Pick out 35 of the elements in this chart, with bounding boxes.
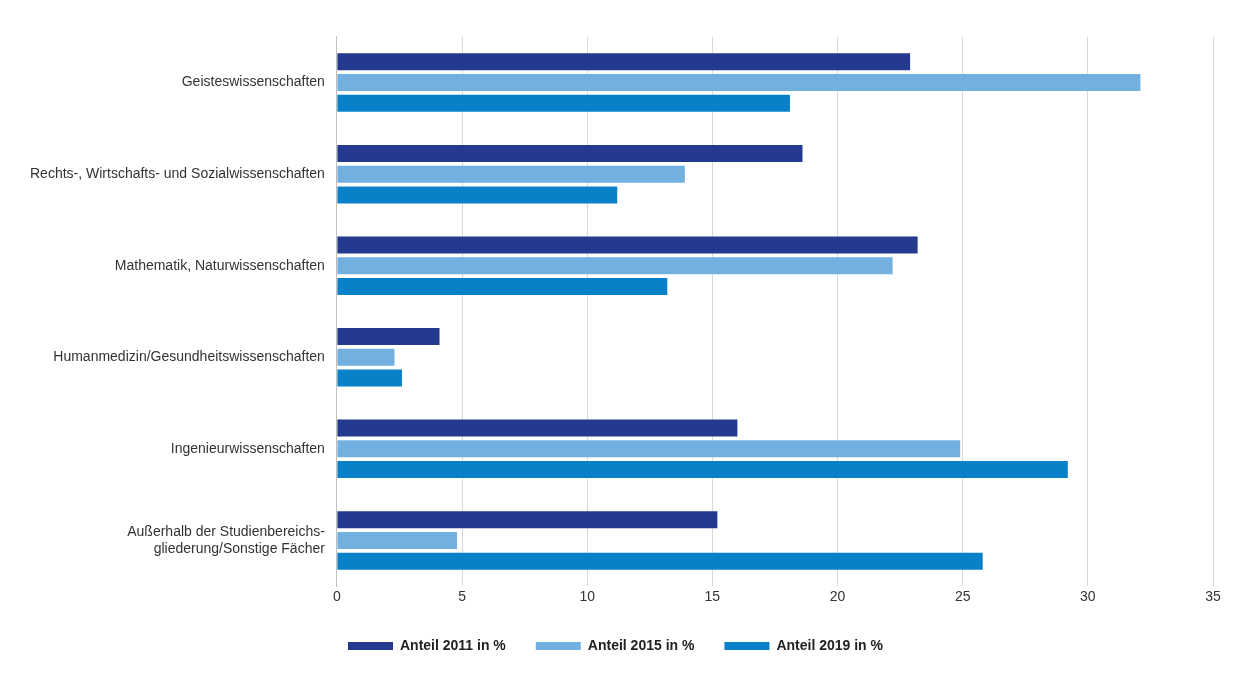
x-tick-label: 5 bbox=[458, 588, 467, 605]
y-tick-label: Außerhalb der Studienbereichs-gliederung/Sonstige Fächer bbox=[127, 522, 326, 556]
x-tick-label: 0 bbox=[332, 588, 341, 605]
legend-label: Anteil 2015 in % bbox=[587, 636, 695, 653]
bar bbox=[337, 369, 402, 387]
y-tick-label: Mathematik, Naturwissenschaften bbox=[114, 256, 325, 273]
x-tick-label: 30 bbox=[1080, 588, 1096, 605]
bar bbox=[337, 165, 685, 183]
y-tick-label: Rechts-, Wirtschafts- und Sozialwissenschaften bbox=[30, 165, 325, 182]
bar bbox=[337, 552, 983, 570]
bar bbox=[337, 440, 961, 458]
y-tick-label: Geisteswissenschaften bbox=[181, 73, 325, 90]
bar bbox=[337, 419, 738, 437]
bar bbox=[337, 53, 911, 71]
bar bbox=[337, 328, 440, 346]
x-tick-label: 35 bbox=[1205, 588, 1221, 605]
bar bbox=[337, 236, 918, 254]
x-tick-label: 15 bbox=[704, 588, 721, 605]
bar bbox=[337, 531, 458, 549]
y-tick-label: Ingenieurwissenschaften bbox=[170, 439, 325, 456]
bar bbox=[337, 74, 1141, 92]
legend-label: Anteil 2019 in % bbox=[776, 636, 884, 653]
legend-label: Anteil 2011 in % bbox=[400, 636, 507, 653]
bar bbox=[337, 511, 718, 529]
bar bbox=[337, 461, 1068, 479]
bar bbox=[337, 144, 803, 162]
bar bbox=[337, 348, 395, 366]
x-tick-label: 10 bbox=[579, 588, 596, 605]
y-tick-label: Humanmedizin/Gesundheitswissenschaften bbox=[53, 348, 325, 365]
x-tick-label: 20 bbox=[829, 588, 846, 605]
bar bbox=[337, 94, 790, 112]
bar bbox=[337, 257, 893, 275]
bar bbox=[337, 277, 668, 295]
bar bbox=[337, 186, 618, 204]
x-tick-label: 25 bbox=[954, 588, 971, 605]
